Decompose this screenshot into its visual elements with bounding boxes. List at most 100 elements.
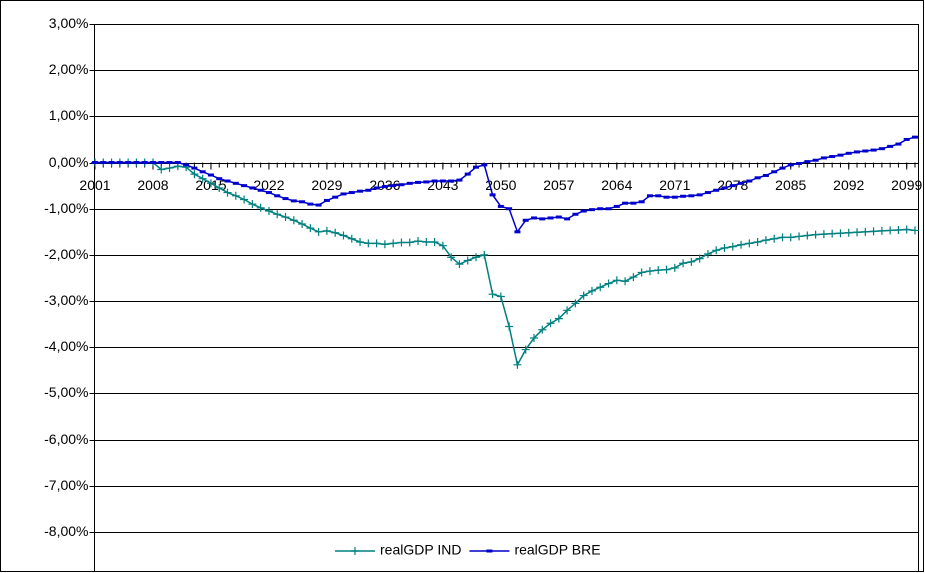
point-marker: [621, 277, 630, 286]
point-marker: [836, 229, 845, 238]
point-marker: [629, 273, 638, 282]
point-marker: [472, 253, 481, 262]
point-marker: [223, 188, 232, 197]
point-marker: [273, 210, 282, 219]
y-tick-label: 1,00%: [49, 107, 89, 123]
point-marker: [803, 231, 812, 240]
x-tick-label: 2099: [891, 177, 922, 193]
point-marker: [506, 207, 513, 211]
point-marker: [870, 148, 877, 152]
point-marker: [149, 161, 156, 165]
point-marker: [190, 170, 199, 179]
legend-marker: [486, 549, 493, 553]
point-marker: [241, 184, 248, 188]
point-marker: [779, 166, 786, 170]
point-marker: [645, 267, 654, 276]
point-marker: [207, 173, 214, 177]
point-marker: [447, 253, 456, 262]
point-marker: [108, 161, 115, 165]
point-marker: [796, 161, 803, 165]
y-tick-label: -6,00%: [44, 431, 88, 447]
point-marker: [687, 257, 696, 266]
point-marker: [704, 191, 711, 195]
point-marker: [430, 237, 439, 246]
point-marker: [513, 360, 522, 369]
point-marker: [372, 239, 381, 248]
legend-label: realGDP IND: [380, 542, 461, 558]
point-marker: [579, 291, 588, 300]
point-marker: [365, 188, 372, 192]
point-marker: [323, 198, 330, 202]
point-marker: [571, 299, 580, 308]
point-marker: [902, 225, 911, 234]
point-marker: [688, 194, 695, 198]
point-marker: [712, 246, 721, 255]
x-tick-label: 2008: [137, 177, 168, 193]
point-marker: [894, 225, 903, 234]
point-marker: [274, 194, 281, 198]
point-marker: [844, 228, 853, 237]
point-marker: [679, 259, 688, 268]
y-tick-label: 0,00%: [49, 154, 89, 170]
point-marker: [895, 142, 902, 146]
point-marker: [622, 201, 629, 205]
point-marker: [630, 201, 637, 205]
point-marker: [464, 172, 471, 176]
point-marker: [770, 234, 779, 243]
point-marker: [397, 238, 406, 247]
point-marker: [761, 236, 770, 245]
point-marker: [463, 256, 472, 265]
point-marker: [331, 228, 340, 237]
point-marker: [92, 161, 98, 165]
point-marker: [655, 194, 662, 198]
series-line: [95, 136, 916, 234]
point-marker: [322, 226, 331, 235]
point-marker: [662, 265, 671, 274]
point-marker: [299, 200, 306, 204]
point-marker: [389, 239, 398, 248]
point-marker: [488, 290, 497, 299]
point-marker: [357, 189, 364, 193]
point-marker: [380, 240, 389, 249]
point-marker: [232, 181, 239, 185]
point-marker: [256, 203, 265, 212]
point-marker: [216, 177, 223, 181]
point-marker: [224, 179, 231, 183]
point-marker: [390, 184, 397, 188]
point-marker: [539, 217, 546, 221]
point-marker: [580, 209, 587, 213]
point-marker: [231, 191, 240, 200]
point-marker: [347, 234, 356, 243]
point-marker: [869, 227, 878, 236]
point-marker: [414, 237, 423, 246]
point-marker: [720, 243, 729, 252]
point-marker: [165, 164, 174, 173]
point-marker: [480, 250, 489, 259]
point-marker: [680, 194, 687, 198]
point-marker: [638, 200, 645, 204]
point-marker: [298, 219, 307, 228]
point-marker: [605, 207, 612, 211]
point-marker: [696, 193, 703, 197]
point-marker: [398, 183, 405, 187]
point-marker: [315, 203, 322, 207]
point-marker: [248, 200, 257, 209]
point-marker: [183, 163, 190, 167]
point-marker: [240, 195, 249, 204]
point-marker: [514, 230, 521, 234]
point-marker: [438, 241, 447, 250]
point-marker: [439, 179, 446, 183]
point-marker: [522, 218, 529, 222]
point-marker: [721, 186, 728, 190]
point-marker: [473, 165, 480, 169]
point-marker: [829, 155, 836, 159]
point-marker: [887, 144, 894, 148]
point-marker: [497, 204, 504, 208]
point-marker: [728, 242, 737, 251]
point-marker: [861, 227, 870, 236]
point-marker: [612, 276, 621, 285]
point-marker: [423, 180, 430, 184]
y-tick-label: -5,00%: [44, 384, 88, 400]
x-tick-label: 2029: [311, 177, 342, 193]
